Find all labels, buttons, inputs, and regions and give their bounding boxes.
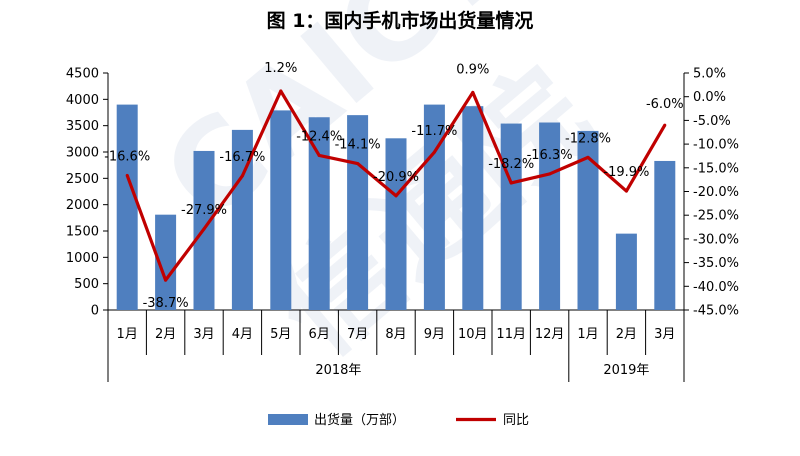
yoy-point: [202, 227, 206, 231]
category-label: 1月: [117, 327, 138, 342]
category-label: 2月: [616, 327, 637, 342]
right-tick-label: 5.0%: [693, 67, 726, 82]
yoy-data-label: -6.0%: [646, 97, 684, 112]
right-tick-label: -20.0%: [693, 185, 739, 200]
bar: [155, 214, 177, 310]
category-label: 11月: [496, 327, 526, 342]
yoy-point: [548, 172, 552, 176]
category-label: 10月: [458, 327, 488, 342]
left-tick-label: 3500: [66, 119, 99, 134]
right-tick-label: -35.0%: [693, 256, 739, 271]
left-tick-label: 2500: [66, 172, 99, 187]
bar: [116, 104, 138, 310]
category-label: 7月: [347, 327, 368, 342]
yoy-point: [509, 181, 513, 185]
legend-label-shipments: 出货量（万部）: [314, 412, 405, 428]
bar: [270, 110, 292, 310]
right-tick-label: -25.0%: [693, 209, 739, 224]
yoy-point: [125, 173, 129, 177]
yoy-data-label: 1.2%: [264, 61, 297, 76]
legend-swatch-shipments: [268, 414, 308, 425]
category-label: 5月: [270, 327, 291, 342]
left-tick-label: 0: [91, 304, 99, 319]
yoy-point: [356, 162, 360, 166]
yoy-data-label: -16.3%: [527, 148, 573, 163]
yoy-data-label: -14.1%: [335, 138, 381, 153]
bar: [500, 123, 522, 310]
chart-title: 图 1：国内手机市场出货量情况: [266, 10, 534, 32]
yoy-point: [586, 155, 590, 159]
category-label: 9月: [424, 327, 445, 342]
right-tick-label: -15.0%: [693, 161, 739, 176]
bar: [462, 106, 484, 311]
yoy-point: [663, 123, 667, 127]
category-label: 4月: [232, 327, 253, 342]
left-tick-label: 1000: [66, 251, 99, 266]
yoy-data-label: -16.7%: [219, 150, 265, 165]
yoy-data-label: -20.9%: [373, 170, 419, 185]
right-tick-label: -30.0%: [693, 232, 739, 247]
legend-label-yoy: 同比: [503, 413, 529, 428]
bar: [308, 117, 330, 311]
category-label: 1月: [577, 327, 598, 342]
yoy-data-label: -18.2%: [488, 157, 534, 172]
yoy-data-label: -12.4%: [296, 129, 342, 144]
yoy-point: [471, 90, 475, 94]
bar: [385, 138, 407, 310]
yoy-point: [394, 194, 398, 198]
right-tick-label: -10.0%: [693, 138, 739, 153]
yoy-data-label: -38.7%: [143, 296, 189, 311]
yoy-point: [279, 89, 283, 93]
left-tick-label: 3000: [66, 146, 99, 161]
yoy-data-label: -12.8%: [565, 131, 611, 146]
left-tick-label: 1500: [66, 225, 99, 240]
bar: [615, 233, 637, 310]
yoy-data-label: -16.6%: [104, 149, 150, 164]
category-label: 6月: [309, 327, 330, 342]
yoy-data-label: -11.7%: [411, 124, 457, 139]
left-tick-label: 4000: [66, 93, 99, 108]
left-tick-label: 500: [74, 277, 99, 292]
category-label: 12月: [535, 327, 565, 342]
yoy-point: [240, 174, 244, 178]
yoy-point: [624, 189, 628, 193]
left-tick-label: 2000: [66, 198, 99, 213]
right-tick-label: -5.0%: [693, 114, 731, 129]
yoy-data-label: -27.9%: [181, 203, 227, 218]
category-label: 8月: [385, 327, 406, 342]
left-tick-label: 4500: [66, 67, 99, 82]
bar: [231, 129, 253, 310]
right-tick-label: 0.0%: [693, 90, 726, 105]
yoy-data-label: -19.9%: [603, 165, 649, 180]
right-tick-label: -40.0%: [693, 280, 739, 295]
category-label: 3月: [193, 327, 214, 342]
bar: [577, 130, 599, 310]
bar: [539, 122, 561, 310]
yoy-point: [432, 150, 436, 154]
category-label: 2月: [155, 327, 176, 342]
group-label: 2019年: [603, 363, 649, 378]
bar: [654, 160, 676, 310]
yoy-data-label: 0.9%: [456, 62, 489, 77]
category-label: 3月: [654, 327, 675, 342]
group-label: 2018年: [315, 363, 361, 378]
yoy-point: [317, 153, 321, 157]
right-tick-label: -45.0%: [693, 304, 739, 319]
yoy-point: [164, 278, 168, 282]
